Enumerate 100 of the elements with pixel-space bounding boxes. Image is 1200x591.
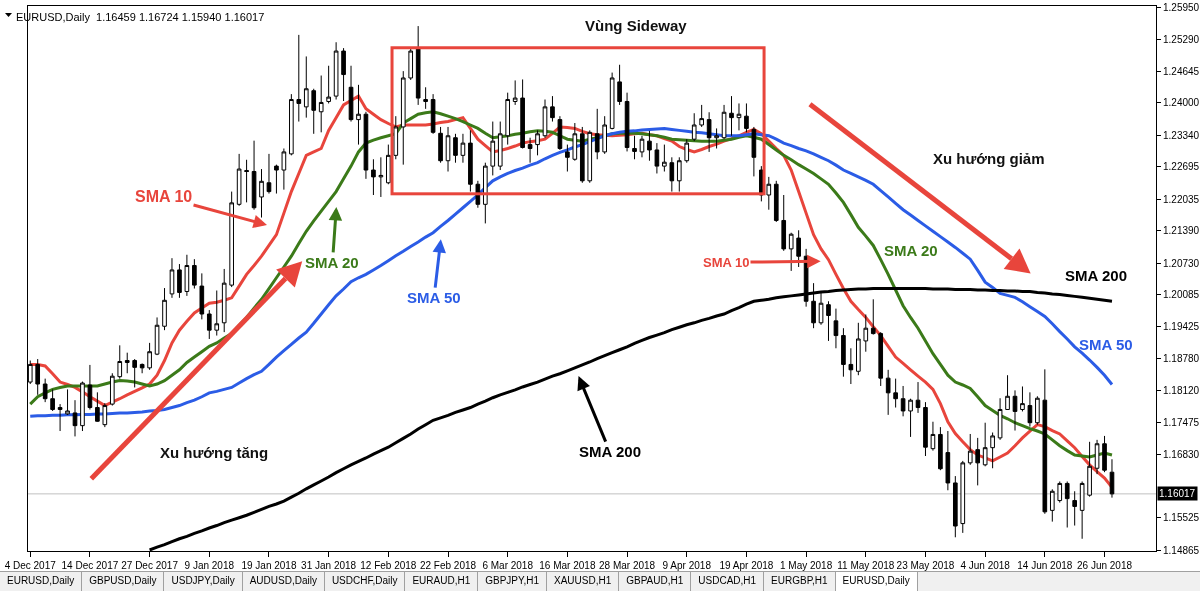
candlestick <box>870 298 876 336</box>
candlestick <box>50 388 55 412</box>
y-tick-label: 1.21390 <box>1163 225 1200 237</box>
y-tick-label: 1.19425 <box>1163 321 1200 333</box>
candlestick <box>162 287 167 331</box>
candlestick <box>930 421 936 452</box>
candlestick <box>35 358 41 396</box>
x-tick-label: 22 Feb 2018 <box>419 560 477 571</box>
annotation: SMA 50 <box>1079 336 1133 353</box>
candlestick <box>378 156 384 198</box>
candlestick <box>848 347 854 385</box>
candlestick <box>729 95 734 137</box>
y-tick-label: 1.24645 <box>1163 65 1200 77</box>
annotation: SMA 20 <box>305 254 359 271</box>
text: USDCAD,H1 <box>691 572 765 591</box>
candlestick <box>654 142 660 174</box>
candlestick <box>1027 391 1033 428</box>
candlestick <box>356 84 361 146</box>
candlestick <box>1102 435 1107 473</box>
candlestick <box>117 344 123 380</box>
annotation: SMA 50 <box>407 289 461 306</box>
candlestick <box>520 78 525 149</box>
text: GBPAUD,H1 <box>619 572 692 591</box>
candlestick <box>192 258 197 290</box>
candlestick <box>274 164 279 195</box>
text: USDJPY,Daily <box>164 572 243 591</box>
candlestick <box>662 144 667 173</box>
candlestick <box>386 144 391 185</box>
candlestick <box>1057 480 1063 504</box>
candlestick <box>72 399 78 437</box>
candlestick <box>169 257 175 299</box>
candlestick <box>1049 488 1055 523</box>
candlestick <box>691 112 697 142</box>
candlestick <box>453 133 458 164</box>
candlestick <box>579 126 585 184</box>
candlestick <box>408 47 414 81</box>
candlestick <box>109 372 115 407</box>
candlestick <box>624 92 630 152</box>
candlestick <box>833 308 839 349</box>
annotation: SMA 10 <box>135 188 193 205</box>
x-tick-label: 14 Dec 2017 <box>61 560 119 571</box>
candlestick <box>184 254 190 297</box>
candlestick <box>289 93 294 156</box>
candlestick <box>482 162 488 224</box>
candlestick <box>796 229 801 268</box>
candlestick <box>95 391 100 423</box>
candlestick <box>617 64 622 106</box>
y-tick-label: 1.22035 <box>1163 193 1200 205</box>
candlestick <box>229 191 234 288</box>
candlestick <box>438 126 443 164</box>
candlestick <box>788 232 794 272</box>
x-tick-label: 19 Apr 2018 <box>719 560 774 571</box>
candlestick <box>1109 458 1115 499</box>
candlestick <box>766 176 772 211</box>
candlestick <box>199 272 205 320</box>
candlestick <box>818 291 824 326</box>
candlestick <box>259 168 264 219</box>
candlestick <box>960 460 966 534</box>
candlestick <box>460 133 466 164</box>
candlestick <box>639 135 645 158</box>
candlestick <box>997 397 1003 441</box>
x-tick-label: 9 Jan 2018 <box>184 560 235 571</box>
x-tick-label: 12 Feb 2018 <box>360 560 417 571</box>
annotation: SMA 200 <box>1065 267 1127 284</box>
candlestick <box>497 121 503 171</box>
candlestick <box>333 41 339 101</box>
candlestick <box>221 268 227 333</box>
candlestick <box>65 388 70 415</box>
y-tick-label: 1.25950 <box>1163 1 1200 13</box>
candlestick <box>87 364 93 410</box>
text: AUDUSD,Daily <box>242 572 325 591</box>
candlestick <box>1094 439 1100 475</box>
candlestick <box>139 362 145 374</box>
candlestick <box>676 156 682 193</box>
text: GBPJPY,H1 <box>478 572 547 591</box>
candlestick <box>736 102 742 131</box>
candlestick <box>632 135 637 160</box>
candlestick <box>885 369 891 416</box>
text: GBPUSD,Daily <box>82 572 165 591</box>
candlestick <box>773 180 779 223</box>
annotation: SMA 200 <box>579 443 641 460</box>
candlestick <box>1020 385 1025 412</box>
candlestick <box>1079 480 1085 540</box>
candlestick <box>602 115 608 155</box>
candlestick <box>1035 395 1040 426</box>
annotation: Xu hướng giảm <box>933 150 1045 167</box>
candlestick <box>684 138 690 164</box>
y-tick-label: 1.20085 <box>1163 289 1200 301</box>
y-tick-label: 1.23340 <box>1163 129 1200 141</box>
candlestick <box>557 115 563 151</box>
y-tick-label: 1.17475 <box>1163 416 1200 428</box>
candlestick <box>527 137 533 164</box>
x-tick-label: 1 May 2018 <box>779 560 833 571</box>
y-tick-label: 1.25290 <box>1163 34 1200 46</box>
candlestick <box>1064 480 1070 528</box>
ref-line-label: 1.16017 <box>1159 488 1196 499</box>
candlestick <box>587 129 593 184</box>
candlestick <box>923 401 928 457</box>
candlestick <box>1042 368 1048 515</box>
text: EURUSD,Daily <box>0 572 83 591</box>
